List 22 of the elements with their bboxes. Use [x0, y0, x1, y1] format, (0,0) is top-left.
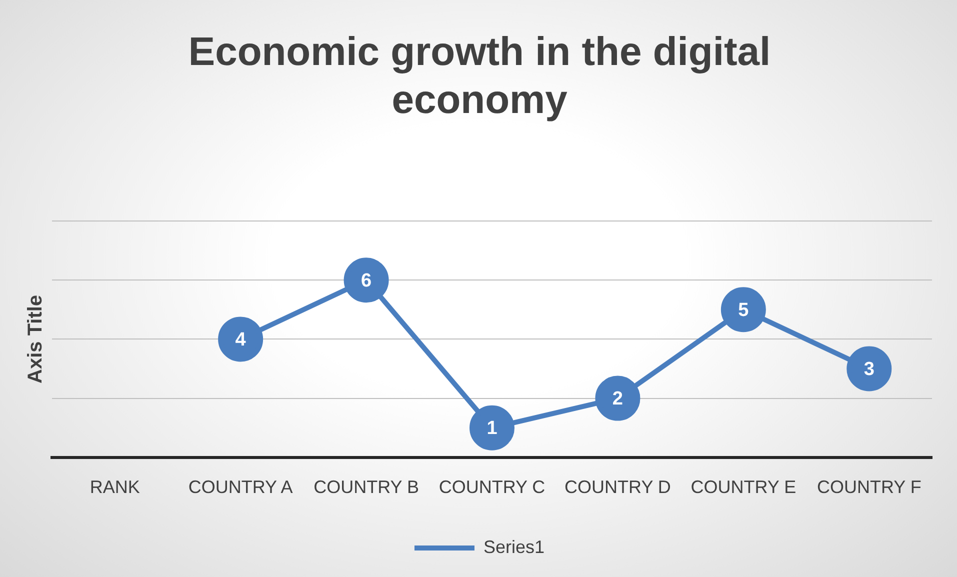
- point: [344, 258, 389, 303]
- x-tick-label: COUNTRY E: [690, 477, 796, 498]
- point: [595, 376, 640, 421]
- point: [720, 287, 766, 332]
- point: [846, 346, 892, 392]
- x-tick-label: RANK: [90, 477, 140, 498]
- x-tick-label: COUNTRY F: [816, 477, 922, 498]
- data-label: 3: [864, 358, 874, 380]
- data-label: 2: [612, 388, 624, 410]
- y-axis-title: Axis Title: [24, 294, 47, 384]
- data-label: 4: [235, 329, 246, 350]
- x-tick-label: COUNTRY A: [188, 477, 293, 498]
- data-label: 1: [486, 418, 498, 440]
- x-tick-label: COUNTRY B: [314, 477, 419, 498]
- point: [470, 405, 514, 450]
- x-tick-label: COUNTRY C: [438, 477, 546, 498]
- legend-label: Series1: [483, 536, 545, 557]
- point: [218, 316, 264, 362]
- x-tick-label: COUNTRY D: [564, 477, 671, 498]
- data-label: 6: [360, 270, 372, 292]
- chart-title: Economic growth in the digital economy: [188, 30, 771, 122]
- data-label: 5: [738, 300, 750, 321]
